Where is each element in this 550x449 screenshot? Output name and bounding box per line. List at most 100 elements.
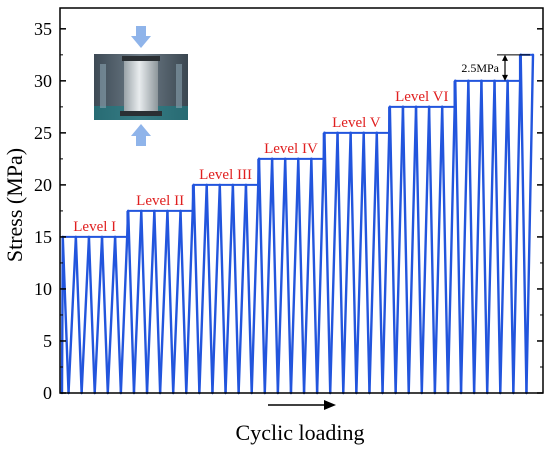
cycle-segment-68: [499, 79, 509, 395]
y-tick-label: 5: [43, 331, 52, 351]
cycle-segment-37: [297, 157, 306, 395]
y-tick-label: 35: [34, 19, 52, 39]
cycle-segment-70: [512, 53, 522, 395]
cycle-segment-42: [329, 131, 339, 395]
cycle-segment-51: [388, 105, 397, 395]
y-tick-label: 25: [34, 123, 52, 143]
cycle-segment-62: [459, 79, 470, 395]
cycle-segment-46: [355, 131, 365, 395]
cycle-segment-11: [127, 209, 136, 395]
cycle-segment-41: [323, 131, 332, 395]
level-label-4: Level V: [332, 115, 381, 131]
cycle-segment-20: [185, 183, 195, 395]
cycle-segment-33: [270, 157, 280, 395]
y-axis-title: Stress (MPa): [2, 148, 27, 262]
anno-arrow-up: [502, 54, 508, 61]
photo-frame-left: [100, 64, 106, 108]
cycle-segment-55: [414, 105, 423, 395]
cycle-segment-13: [140, 209, 149, 395]
cycle-segment-67: [493, 79, 502, 395]
level-labels: Level I Level II Level III Level IV Level V L…: [73, 54, 530, 235]
photo-frame-right: [176, 64, 182, 108]
y-tick-label: 0: [43, 383, 52, 403]
cycle-segment-52: [394, 105, 405, 395]
load-arrow-down-icon: [131, 26, 151, 48]
level-label-0: Level I: [73, 219, 116, 235]
cycle-segment-31: [257, 157, 266, 395]
cycle-segment-6: [93, 235, 104, 395]
cycle-segment-25: [218, 183, 227, 395]
y-tick-label: 10: [34, 279, 52, 299]
cycle-segment-48: [368, 131, 378, 395]
y-tick-label: 30: [34, 71, 52, 91]
cycle-segment-32: [263, 157, 274, 395]
cycle-segment-39: [310, 157, 319, 395]
concrete-cylinder: [124, 61, 158, 111]
cycle-segment-29: [244, 183, 253, 395]
cycle-segment-26: [224, 183, 235, 395]
cycle-segment-72: [525, 53, 535, 395]
cycle-segment-22: [198, 183, 208, 395]
cycle-segment-44: [342, 131, 352, 395]
cycle-segment-59: [441, 105, 450, 395]
anno-arrow-down: [502, 74, 508, 81]
cycle-segment-65: [480, 79, 489, 395]
level-label-5: Level VI: [395, 89, 448, 105]
cycle-segment-7: [100, 235, 109, 395]
cycle-segment-12: [132, 209, 143, 395]
cycle-segment-17: [166, 209, 175, 395]
cycle-segment-18: [172, 209, 182, 395]
cycle-segment-57: [427, 105, 437, 395]
level-label-1: Level II: [136, 193, 184, 209]
cycle-segment-1: [61, 235, 70, 395]
axes-frame: [59, 7, 544, 394]
photo-top-plate: [122, 56, 160, 61]
cycle-segment-24: [211, 183, 221, 395]
cycle-segment-14: [145, 209, 156, 395]
cycle-segment-54: [407, 105, 418, 395]
cycle-segment-10: [119, 209, 130, 395]
plot-area: [60, 53, 535, 395]
cycle-segment-43: [336, 131, 345, 395]
cycle-segment-58: [433, 105, 444, 395]
cycle-segment-19: [179, 209, 188, 395]
y-tick-label: 20: [34, 175, 52, 195]
axes: 0 5 10 15 20 25 30 35: [34, 7, 544, 410]
cycle-segment-16: [158, 209, 169, 395]
cycle-segment-71: [519, 53, 528, 395]
cycle-segment-64: [472, 79, 483, 395]
cycle-segment-53: [401, 105, 410, 395]
cycle-segment-9: [113, 235, 123, 395]
cycle-segment-45: [349, 131, 358, 395]
cycle-segment-38: [302, 157, 313, 395]
cycle-segment-34: [276, 157, 287, 395]
cycle-segment-66: [486, 79, 496, 395]
anno-label: 2.5MPa: [461, 61, 499, 75]
y-tick-label: 15: [34, 227, 52, 247]
direction-arrow-head: [324, 400, 336, 410]
cycle-segment-3: [74, 235, 83, 395]
cycle-segment-35: [284, 157, 293, 395]
cycle-segment-56: [420, 105, 431, 395]
cycle-segment-8: [106, 235, 117, 395]
cycle-segment-61: [454, 79, 463, 395]
x-axis-title: Cyclic loading: [236, 420, 365, 445]
cycle-segment-23: [205, 183, 214, 395]
cycle-segment-2: [67, 235, 78, 395]
level-label-2: Level III: [199, 167, 252, 183]
cycle-segment-5: [87, 235, 96, 395]
photo-bottom-plate: [120, 111, 162, 116]
cycle-segment-63: [467, 79, 476, 395]
level-label-3: Level IV: [264, 141, 318, 157]
cycle-segment-21: [192, 183, 201, 395]
cycle-segment-15: [153, 209, 162, 395]
cycle-segment-49: [375, 131, 384, 395]
cycle-segment-27: [231, 183, 240, 395]
cycle-segment-4: [80, 235, 91, 395]
cycle-segment-69: [506, 79, 515, 395]
cycle-segment-50: [381, 105, 392, 395]
cycle-segment-30: [250, 157, 261, 395]
cycle-segment-47: [362, 131, 371, 395]
cycle-segment-40: [315, 131, 326, 395]
